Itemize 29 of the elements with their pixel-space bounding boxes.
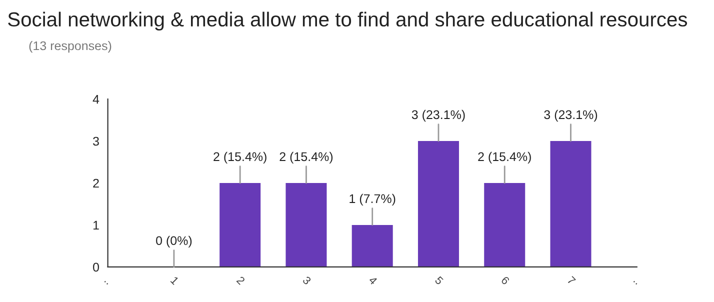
x-tick-label: 7 bbox=[566, 276, 576, 285]
data-label: 0 (0%) bbox=[156, 236, 192, 248]
data-label: 1 (7.7%) bbox=[350, 194, 396, 206]
data-label: 2 (15.4%) bbox=[280, 152, 333, 164]
x-tick-label: .. bbox=[104, 280, 108, 285]
y-tick-label: 1 bbox=[93, 220, 99, 230]
y-tick-label: 0 bbox=[93, 262, 99, 272]
y-tick-label: 3 bbox=[93, 136, 99, 146]
bar bbox=[550, 141, 592, 267]
y-tick-label: 2 bbox=[93, 178, 99, 188]
x-tick-label: 2 bbox=[236, 276, 246, 285]
x-tick-label: 5 bbox=[434, 276, 444, 286]
data-label: 2 (15.4%) bbox=[478, 152, 531, 164]
bar bbox=[286, 183, 327, 267]
chart-title: Social networking & media allow me to find and share educational resources bbox=[8, 12, 688, 31]
data-label: 3 (23.1%) bbox=[412, 110, 465, 122]
x-tick-label: 6 bbox=[500, 276, 510, 286]
bar bbox=[484, 183, 526, 267]
x-tick-label: 4 bbox=[368, 276, 378, 286]
chart-subtitle: (13 responses) bbox=[29, 40, 112, 53]
bar bbox=[220, 183, 261, 267]
bar bbox=[418, 141, 459, 267]
y-tick-label: 4 bbox=[92, 94, 100, 104]
bar bbox=[352, 224, 393, 267]
data-label: 2 (15.4%) bbox=[214, 152, 266, 164]
x-tick-label: 3 bbox=[302, 276, 312, 286]
x-tick-label: 1 bbox=[170, 276, 180, 285]
data-label: 3 (23.1%) bbox=[544, 110, 598, 122]
x-tick-label: .. bbox=[633, 280, 638, 285]
